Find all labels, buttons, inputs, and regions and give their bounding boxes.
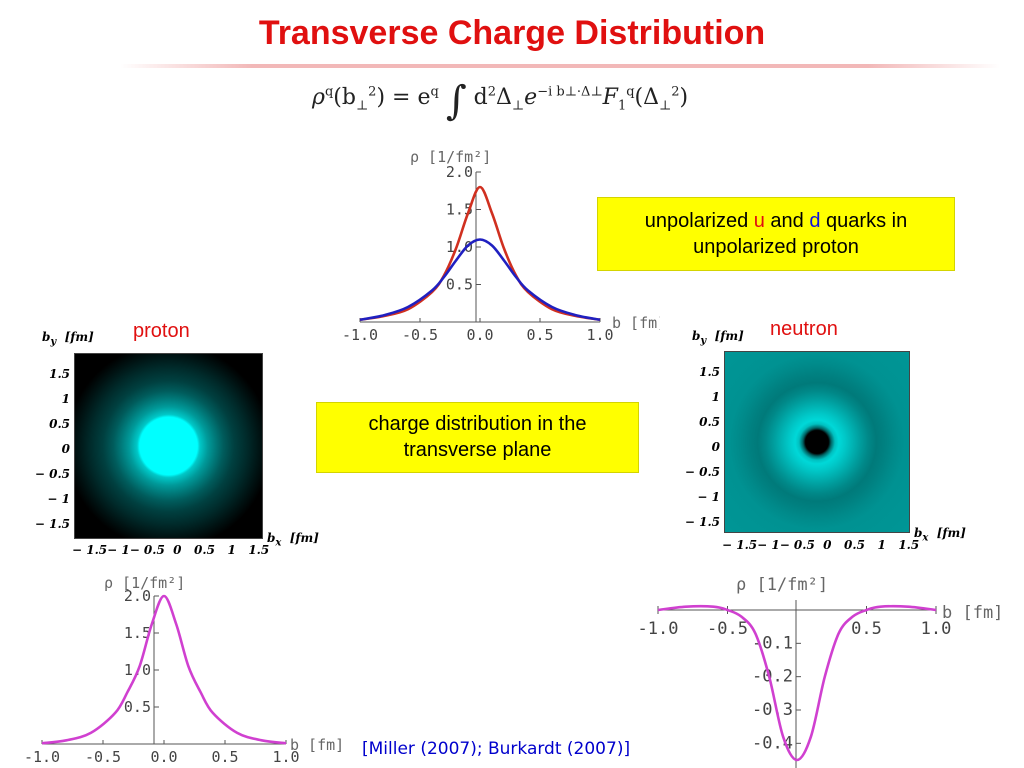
neutron-x-axis-label: bx [fm] <box>914 526 966 544</box>
note-text-4: unpolarized proton <box>693 236 859 258</box>
x-tick-label: 0.0 <box>466 326 493 344</box>
formula-tail-two: 2 <box>671 84 680 100</box>
y-axis-label: ρ [1/fm²] <box>104 574 185 592</box>
note-text-2: and <box>764 210 810 232</box>
x-tick-label: 0.5 <box>851 619 882 639</box>
y-tick-label: 2.0 <box>446 163 473 181</box>
neutron-profile-chart: -1.0 -0.5 0.5 1.0-0.1-0.2-0.3-0.4 ρ [1/fm²]… <box>638 575 1003 768</box>
neutron-density-map <box>724 351 910 533</box>
x-tick-label: -1.0 <box>342 326 378 344</box>
y-tick-label: -0.2 <box>752 667 793 687</box>
y-tick-label: 1.0 <box>446 238 473 256</box>
x-axis-label: b [fm] <box>942 603 1003 623</box>
x-tick-label: -0.5 <box>707 619 748 639</box>
y-tick-label: 2.0 <box>124 587 151 605</box>
x-tick-label: -1.0 <box>638 619 679 639</box>
neutron-y-ticks: 1.5 1 0.5 0− 0.5− 1− 1.5 <box>684 365 720 529</box>
charge-density-formula: ρq(b⊥2) = eq ∫ d2Δ⊥e−i b⊥·Δ⊥F1q(Δ⊥2) <box>312 78 688 124</box>
y-axis-label: ρ [1/fm²] <box>736 575 828 595</box>
x-tick-label: -0.5 <box>402 326 438 344</box>
y-axis-label: ρ [1/fm²] <box>410 148 491 166</box>
formula-d: d <box>473 85 488 110</box>
d-quark-label: d <box>809 210 821 232</box>
y-tick-label: 1.5 <box>446 201 473 219</box>
citation: [Miller (2007); Burkardt (2007)] <box>362 739 631 759</box>
formula-F-sub: 1 <box>617 98 627 114</box>
formula-q-sup: q <box>324 84 334 100</box>
proton-x-axis-label: bx [fm] <box>267 531 319 549</box>
formula-two-sup: 2 <box>368 84 377 100</box>
series-line-0 <box>41 594 287 745</box>
formula-rho: ρ <box>312 85 325 110</box>
neutron-y-axis-label: by [fm] <box>692 329 744 347</box>
y-tick-label: -0.3 <box>752 700 793 720</box>
slide-title: Transverse Charge Distribution <box>258 14 766 52</box>
note-text-3: quarks in <box>820 210 908 232</box>
title-underline <box>120 64 1000 68</box>
u-quark-label: u <box>753 210 765 232</box>
quark-density-chart: -1.0 -0.5 0.0 0.5 1.00.51.01.52.0 ρ [1/fm²] … <box>342 148 660 344</box>
note-box-transverse-plane: charge distribution in the transverse pl… <box>316 402 639 473</box>
note-mid-line2: transverse plane <box>403 439 552 461</box>
formula-d-two: 2 <box>487 84 497 100</box>
formula-perp-sub: ⊥ <box>355 98 369 114</box>
formula-exp-e: e <box>524 85 538 110</box>
y-tick-label: -0.4 <box>752 733 793 753</box>
y-tick-label: 1.5 <box>124 624 151 642</box>
y-tick-label: 0.5 <box>446 276 473 294</box>
formula-tail: (Δ <box>634 85 660 110</box>
x-tick-label: -1.0 <box>24 748 60 766</box>
proton-y-axis-label: by [fm] <box>42 330 94 348</box>
x-tick-label: 1.0 <box>921 619 952 639</box>
formula-b-open: (b <box>333 85 356 110</box>
x-tick-label: 1.0 <box>272 748 299 766</box>
proton-density-map <box>74 353 263 539</box>
proton-y-ticks: 1.5 1 0.5 0− 0.5− 1− 1.5 <box>34 367 70 531</box>
x-axis-label: b [fm] <box>290 736 344 754</box>
x-tick-label: 0.0 <box>150 748 177 766</box>
neutron-title: neutron <box>770 318 838 340</box>
x-axis-label: b [fm] <box>612 314 660 332</box>
proton-x-ticks: − 1.5− 1− 0.5 0 0.5 1 1.5 <box>72 543 270 557</box>
x-tick-label: -0.5 <box>85 748 121 766</box>
formula-tail-perp: ⊥ <box>659 98 672 114</box>
formula-q-exponent: q <box>430 84 439 100</box>
proton-profile-chart: -1.0 -0.5 0.0 0.5 1.00.51.01.52.0 ρ [1/fm²] … <box>24 574 344 766</box>
formula-close-paren: ) <box>679 85 689 110</box>
neutron-x-ticks: − 1.5− 1− 0.5 0 0.5 1 1.5 <box>722 538 920 552</box>
series-line-0 <box>657 604 937 762</box>
formula-equals-e: ) = e <box>376 85 431 110</box>
integral-sign: ∫ <box>445 78 467 124</box>
series-line-1 <box>359 238 601 322</box>
x-tick-label: 0.5 <box>526 326 553 344</box>
x-tick-label: 0.5 <box>211 748 238 766</box>
formula-F-sup: q <box>626 84 635 100</box>
note-mid-line1: charge distribution in the <box>368 413 587 435</box>
proton-title: proton <box>133 320 190 342</box>
note-text-1: unpolarized <box>644 210 754 232</box>
note-box-unpolarized: unpolarized u and d quarks in unpolarize… <box>597 197 955 271</box>
formula-F: F <box>602 85 618 110</box>
y-tick-label: 0.5 <box>124 698 151 716</box>
formula-exponent: −i b⊥·Δ⊥ <box>537 84 603 100</box>
formula-delta-perp: ⊥ <box>511 98 525 114</box>
x-tick-label: 1.0 <box>586 326 613 344</box>
series-line-0 <box>359 185 601 322</box>
formula-delta: Δ <box>496 85 512 110</box>
